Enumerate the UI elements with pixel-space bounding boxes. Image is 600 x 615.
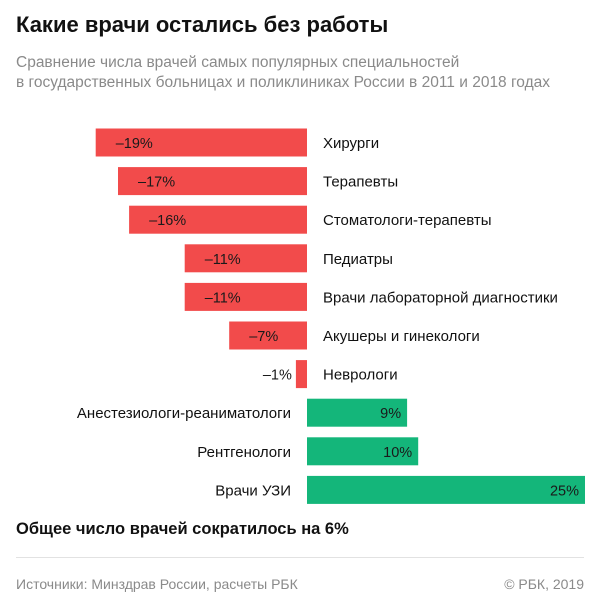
category-label: Врачи УЗИ — [215, 482, 291, 499]
value-label: –1% — [263, 368, 292, 384]
bar-2 — [118, 167, 307, 196]
category-label: Анестезиологи-реаниматологи — [77, 405, 291, 422]
category-label: Рентгенологи — [197, 444, 291, 461]
bar-6 — [229, 321, 307, 350]
bar-9 — [307, 437, 419, 466]
subtitle-line-1: Сравнение числа врачей самых популярных … — [16, 54, 460, 71]
bar-1 — [95, 128, 307, 157]
bar-8 — [307, 398, 408, 427]
value-label: –7% — [249, 329, 278, 345]
bar-4 — [184, 244, 307, 273]
chart-title: Какие врачи остались без работы — [16, 12, 389, 37]
category-label: Терапевты — [323, 174, 398, 191]
category-label: Хирурги — [323, 135, 379, 152]
category-label: Стоматологи-терапевты — [323, 212, 492, 229]
value-label: 25% — [550, 483, 579, 499]
footer-divider — [16, 557, 584, 558]
source-note: Источники: Минздрав России, расчеты РБК — [16, 576, 298, 592]
subtitle-line-2: в государственных больницах и поликлиник… — [16, 74, 550, 91]
value-label: –19% — [116, 136, 153, 152]
category-label: Врачи лабораторной диагностики — [323, 289, 558, 306]
value-label: –17% — [138, 175, 175, 191]
value-label: –11% — [205, 290, 241, 306]
value-label: 10% — [383, 445, 412, 461]
chart-subtitle: Сравнение числа врачей самых популярных … — [16, 53, 586, 93]
summary-text: Общее число врачей сократилось на 6% — [16, 520, 349, 538]
bar-3 — [129, 205, 307, 234]
copyright-note: © РБК, 2019 — [504, 576, 584, 592]
category-label: Акушеры и гинекологи — [323, 328, 480, 345]
category-label: Педиатры — [323, 251, 393, 268]
value-label: –16% — [149, 213, 186, 229]
bar-7 — [295, 360, 307, 389]
bar-10 — [307, 475, 585, 504]
bar-5 — [184, 282, 307, 311]
value-label: 9% — [380, 406, 401, 422]
value-label: –11% — [205, 252, 241, 268]
category-label: Неврологи — [323, 367, 398, 384]
